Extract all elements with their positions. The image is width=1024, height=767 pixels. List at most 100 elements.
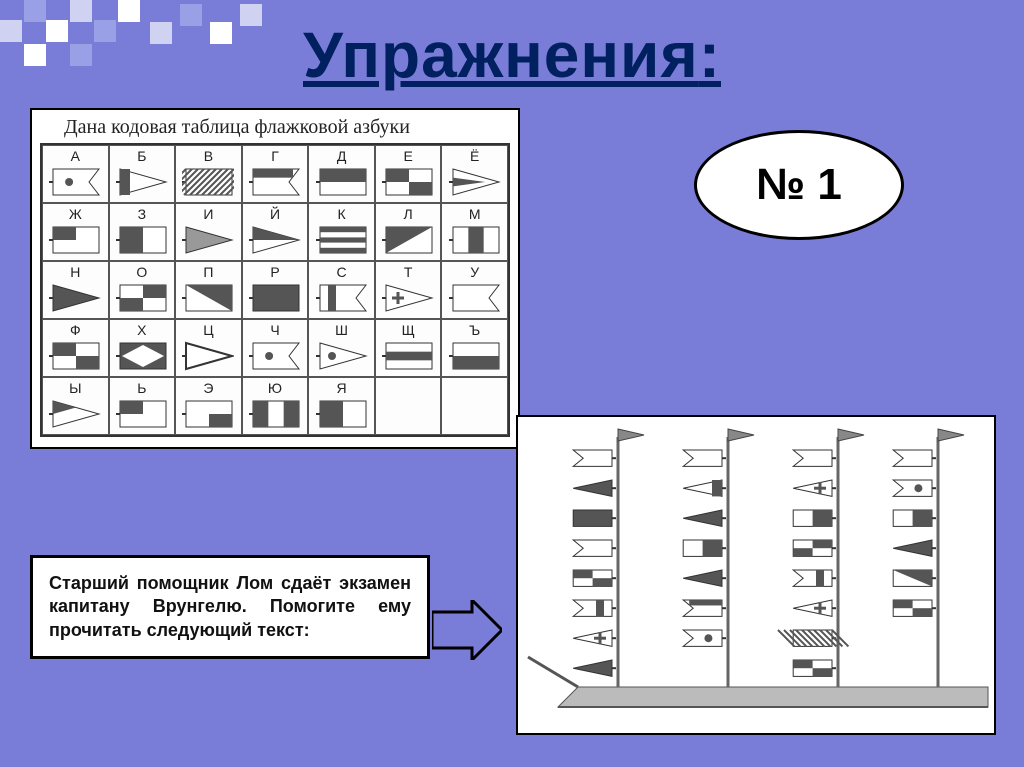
flag-icon	[116, 398, 168, 430]
deco-square	[24, 44, 46, 66]
flag-letter: Ь	[112, 380, 173, 396]
flag-alphabet-panel: Дана кодовая таблица флажковой азбуки АБ…	[30, 108, 520, 449]
flag-letter: З	[112, 206, 173, 222]
flag-cell: Г	[242, 145, 309, 203]
deco-square	[70, 0, 92, 22]
flag-icon	[316, 166, 368, 198]
flag-cell: Ш	[308, 319, 375, 377]
flag-grid: АБВГДЕЁЖЗИЙКЛМНОПРСТУФХЦЧШЩЪЫЬЭЮЯ	[40, 143, 510, 437]
flag-icon	[116, 340, 168, 372]
flag-cell: С	[308, 261, 375, 319]
flag-icon	[449, 340, 501, 372]
deco-square	[180, 4, 202, 26]
deco-square	[150, 22, 172, 44]
flag-letter: М	[444, 206, 505, 222]
flag-letter: Д	[311, 148, 372, 164]
flag-cell: Б	[109, 145, 176, 203]
flag-cell: Ю	[242, 377, 309, 435]
flag-cell: Я	[308, 377, 375, 435]
flag-letter: Н	[45, 264, 106, 280]
flag-icon	[382, 224, 434, 256]
flag-letter: Ф	[45, 322, 106, 338]
flag-letter: Е	[378, 148, 439, 164]
deco-square	[70, 44, 92, 66]
flag-icon	[382, 282, 434, 314]
flag-icon	[116, 166, 168, 198]
flag-cell: Ё	[441, 145, 508, 203]
flag-icon	[182, 398, 234, 430]
title-text: Упражнения	[303, 19, 699, 91]
flag-letter: У	[444, 264, 505, 280]
flag-cell: Е	[375, 145, 442, 203]
flag-letter: Ц	[178, 322, 239, 338]
flag-cell: Щ	[375, 319, 442, 377]
flag-cell: З	[109, 203, 176, 261]
flag-letter: И	[178, 206, 239, 222]
flag-letter: Р	[245, 264, 306, 280]
flag-letter: Ъ	[444, 322, 505, 338]
flag-letter: Т	[378, 264, 439, 280]
flag-cell: В	[175, 145, 242, 203]
flag-letter: Ч	[245, 322, 306, 338]
flag-letter: Ю	[245, 380, 306, 396]
arrow-icon	[432, 600, 502, 665]
flag-letter: П	[178, 264, 239, 280]
flag-letter: С	[311, 264, 372, 280]
flag-icon	[116, 224, 168, 256]
flag-cell: Ъ	[441, 319, 508, 377]
flag-icon	[449, 282, 501, 314]
flag-icon	[249, 166, 301, 198]
flag-letter: Ё	[444, 148, 505, 164]
flag-cell: Ы	[42, 377, 109, 435]
flag-letter: Ы	[45, 380, 106, 396]
flag-cell: Ц	[175, 319, 242, 377]
flag-icon	[382, 340, 434, 372]
flag-cell: А	[42, 145, 109, 203]
task-text: Старший помощник Лом сдаёт экзамен капит…	[49, 573, 411, 640]
flag-cell: Х	[109, 319, 176, 377]
flag-icon	[182, 282, 234, 314]
flag-cell: П	[175, 261, 242, 319]
flag-table-caption: Дана кодовая таблица флажковой азбуки	[40, 116, 510, 139]
flag-icon	[182, 224, 234, 256]
flag-icon	[316, 398, 368, 430]
flag-icon	[49, 282, 101, 314]
flag-cell: Й	[242, 203, 309, 261]
flag-cell	[375, 377, 442, 435]
badge-text: № 1	[756, 160, 842, 210]
deco-square	[240, 4, 262, 26]
flag-letter: Ж	[45, 206, 106, 222]
deco-square	[24, 0, 46, 22]
flag-letter: О	[112, 264, 173, 280]
flag-cell: У	[441, 261, 508, 319]
flag-icon	[49, 224, 101, 256]
deco-square	[94, 20, 116, 42]
flag-icon	[316, 340, 368, 372]
flag-letter: Б	[112, 148, 173, 164]
flag-icon	[49, 398, 101, 430]
flag-cell: К	[308, 203, 375, 261]
flag-icon	[249, 340, 301, 372]
flag-letter: А	[45, 148, 106, 164]
flag-cell: Т	[375, 261, 442, 319]
flag-icon	[249, 398, 301, 430]
flag-letter: Э	[178, 380, 239, 396]
flag-letter: К	[311, 206, 372, 222]
flag-cell: Ф	[42, 319, 109, 377]
deco-square	[210, 22, 232, 44]
flag-icon	[249, 282, 301, 314]
flag-cell: М	[441, 203, 508, 261]
flag-cell: Р	[242, 261, 309, 319]
flag-icon	[316, 282, 368, 314]
flag-letter: Й	[245, 206, 306, 222]
title-colon: :	[699, 19, 721, 91]
flag-cell: Ж	[42, 203, 109, 261]
ship-panel	[516, 415, 996, 735]
flag-cell: Ь	[109, 377, 176, 435]
flag-letter: Г	[245, 148, 306, 164]
flag-cell: И	[175, 203, 242, 261]
flag-cell: Д	[308, 145, 375, 203]
flag-icon	[449, 224, 501, 256]
flag-icon	[182, 340, 234, 372]
flag-icon	[116, 282, 168, 314]
